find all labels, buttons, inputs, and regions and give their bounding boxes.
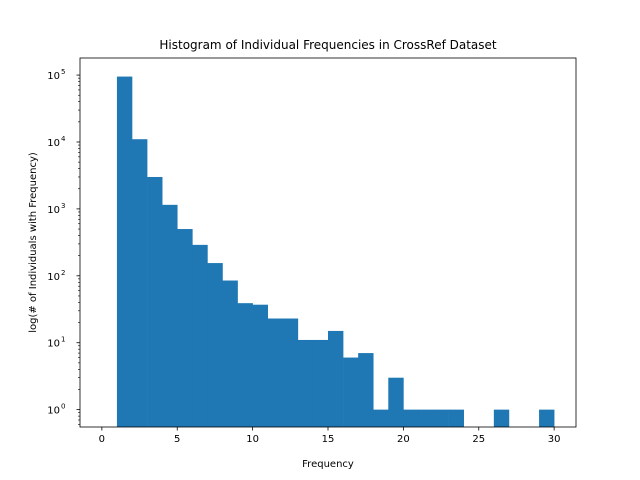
x-axis-label: Frequency xyxy=(302,459,354,470)
x-tick-label: 30 xyxy=(548,434,561,445)
histogram-bar-12 xyxy=(297,339,314,427)
histogram-bar-23 xyxy=(493,409,510,427)
histogram-bar-14 xyxy=(328,330,344,427)
y-tick-exponent: 4 xyxy=(61,135,66,143)
histogram-bar-2 xyxy=(147,176,163,427)
y-tick-exponent: 5 xyxy=(61,68,65,76)
histogram-bar-22 xyxy=(448,409,464,427)
y-tick-label: 10 xyxy=(47,205,60,216)
x-tick-label: 0 xyxy=(99,434,105,445)
x-axis-ticks: 0 5 10 15 20 25 30 xyxy=(99,427,561,445)
histogram-bar-7 xyxy=(222,280,238,427)
histogram-bars xyxy=(116,76,555,427)
y-tick-label: 10 xyxy=(47,272,60,283)
histogram-bar-10 xyxy=(267,318,284,427)
y-tick-label: 10 xyxy=(47,71,60,82)
histogram-bar-16 xyxy=(358,353,374,427)
y-tick-exponent: 3 xyxy=(61,202,65,210)
histogram-bar-18 xyxy=(388,377,404,427)
histogram-bar-6 xyxy=(207,263,223,427)
histogram-bar-9 xyxy=(252,304,268,427)
histogram-bar-5 xyxy=(192,244,208,427)
histogram-bar-15 xyxy=(343,357,359,427)
x-tick-label: 15 xyxy=(322,434,335,445)
histogram-bar-19 xyxy=(403,409,419,427)
x-tick-label: 10 xyxy=(246,434,259,445)
x-tick-label: 5 xyxy=(174,434,180,445)
histogram-bar-1 xyxy=(132,139,148,427)
histogram-bar-21 xyxy=(433,409,449,427)
y-tick-exponent: 1 xyxy=(61,336,65,344)
y-tick-exponent: 2 xyxy=(61,269,65,277)
histogram-bar-0 xyxy=(116,76,133,427)
y-tick-label: 10 xyxy=(47,339,60,350)
chart-title: Histogram of Individual Frequencies in C… xyxy=(159,38,497,52)
y-tick-label: 10 xyxy=(47,406,60,417)
y-axis-label: log(# of Individuals with Frequency) xyxy=(28,152,39,333)
histogram-bar-13 xyxy=(312,339,329,427)
plot-frame xyxy=(79,57,577,428)
x-tick-label: 25 xyxy=(472,434,485,445)
x-tick-label: 20 xyxy=(397,434,410,445)
histogram-bar-8 xyxy=(237,303,253,427)
histogram-bar-20 xyxy=(418,409,434,427)
histogram-bar-11 xyxy=(282,318,299,427)
histogram-bar-24 xyxy=(539,409,555,427)
histogram-bar-4 xyxy=(177,229,193,427)
histogram-bar-17 xyxy=(373,409,389,427)
histogram-bar-3 xyxy=(162,204,178,427)
y-tick-exponent: 0 xyxy=(61,403,65,411)
y-tick-label: 10 xyxy=(47,138,60,149)
